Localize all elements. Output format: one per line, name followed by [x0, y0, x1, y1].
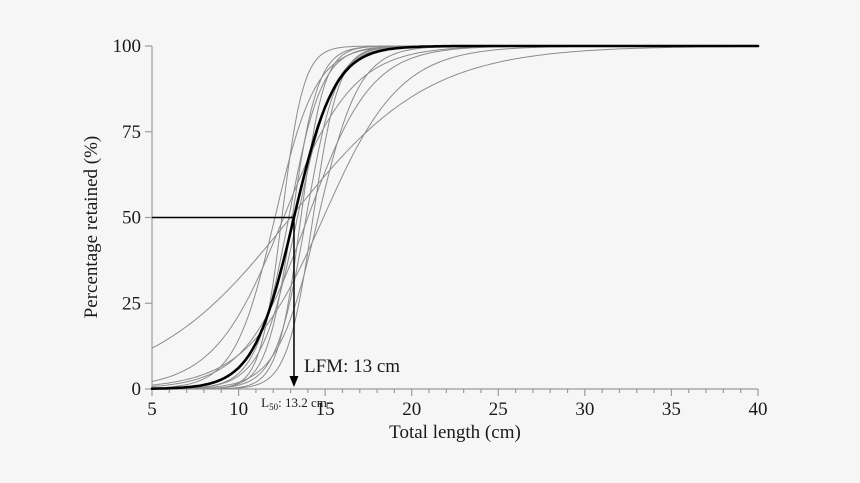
x-tick-label: 30	[575, 399, 594, 420]
x-tick-label: 15	[316, 399, 335, 420]
individual-curve-10	[151, 45, 758, 349]
l50-arrowhead	[289, 376, 299, 387]
y-axis-title: Percentage retained (%)	[81, 136, 102, 319]
y-tick-label: 75	[122, 122, 141, 143]
mean-selectivity-curve	[150, 44, 760, 390]
y-tick-label: 100	[113, 36, 142, 57]
lfm-annotation: LFM: 13 cm	[304, 356, 400, 377]
x-tick-label: 20	[402, 399, 421, 420]
x-tick-label: 25	[489, 399, 508, 420]
x-tick-label: 5	[147, 399, 157, 420]
l50-annotation-prefix: L	[261, 395, 269, 410]
l50-annotation: L50: 13.2 cm	[261, 395, 327, 412]
x-tick-label: 35	[662, 399, 681, 420]
x-tick-label: 40	[749, 399, 768, 420]
l50-annotation-value: : 13.2 cm	[278, 395, 327, 410]
y-tick-label: 50	[122, 208, 141, 229]
individual-curve-11	[151, 45, 758, 386]
y-tick-label: 25	[122, 293, 141, 314]
x-axis-title: Total length (cm)	[389, 422, 521, 443]
x-tick-label: 10	[229, 399, 248, 420]
individual-curve-13	[151, 45, 758, 388]
l50-annotation-subscript: 50	[269, 402, 279, 412]
y-tick-label: 0	[132, 379, 142, 400]
